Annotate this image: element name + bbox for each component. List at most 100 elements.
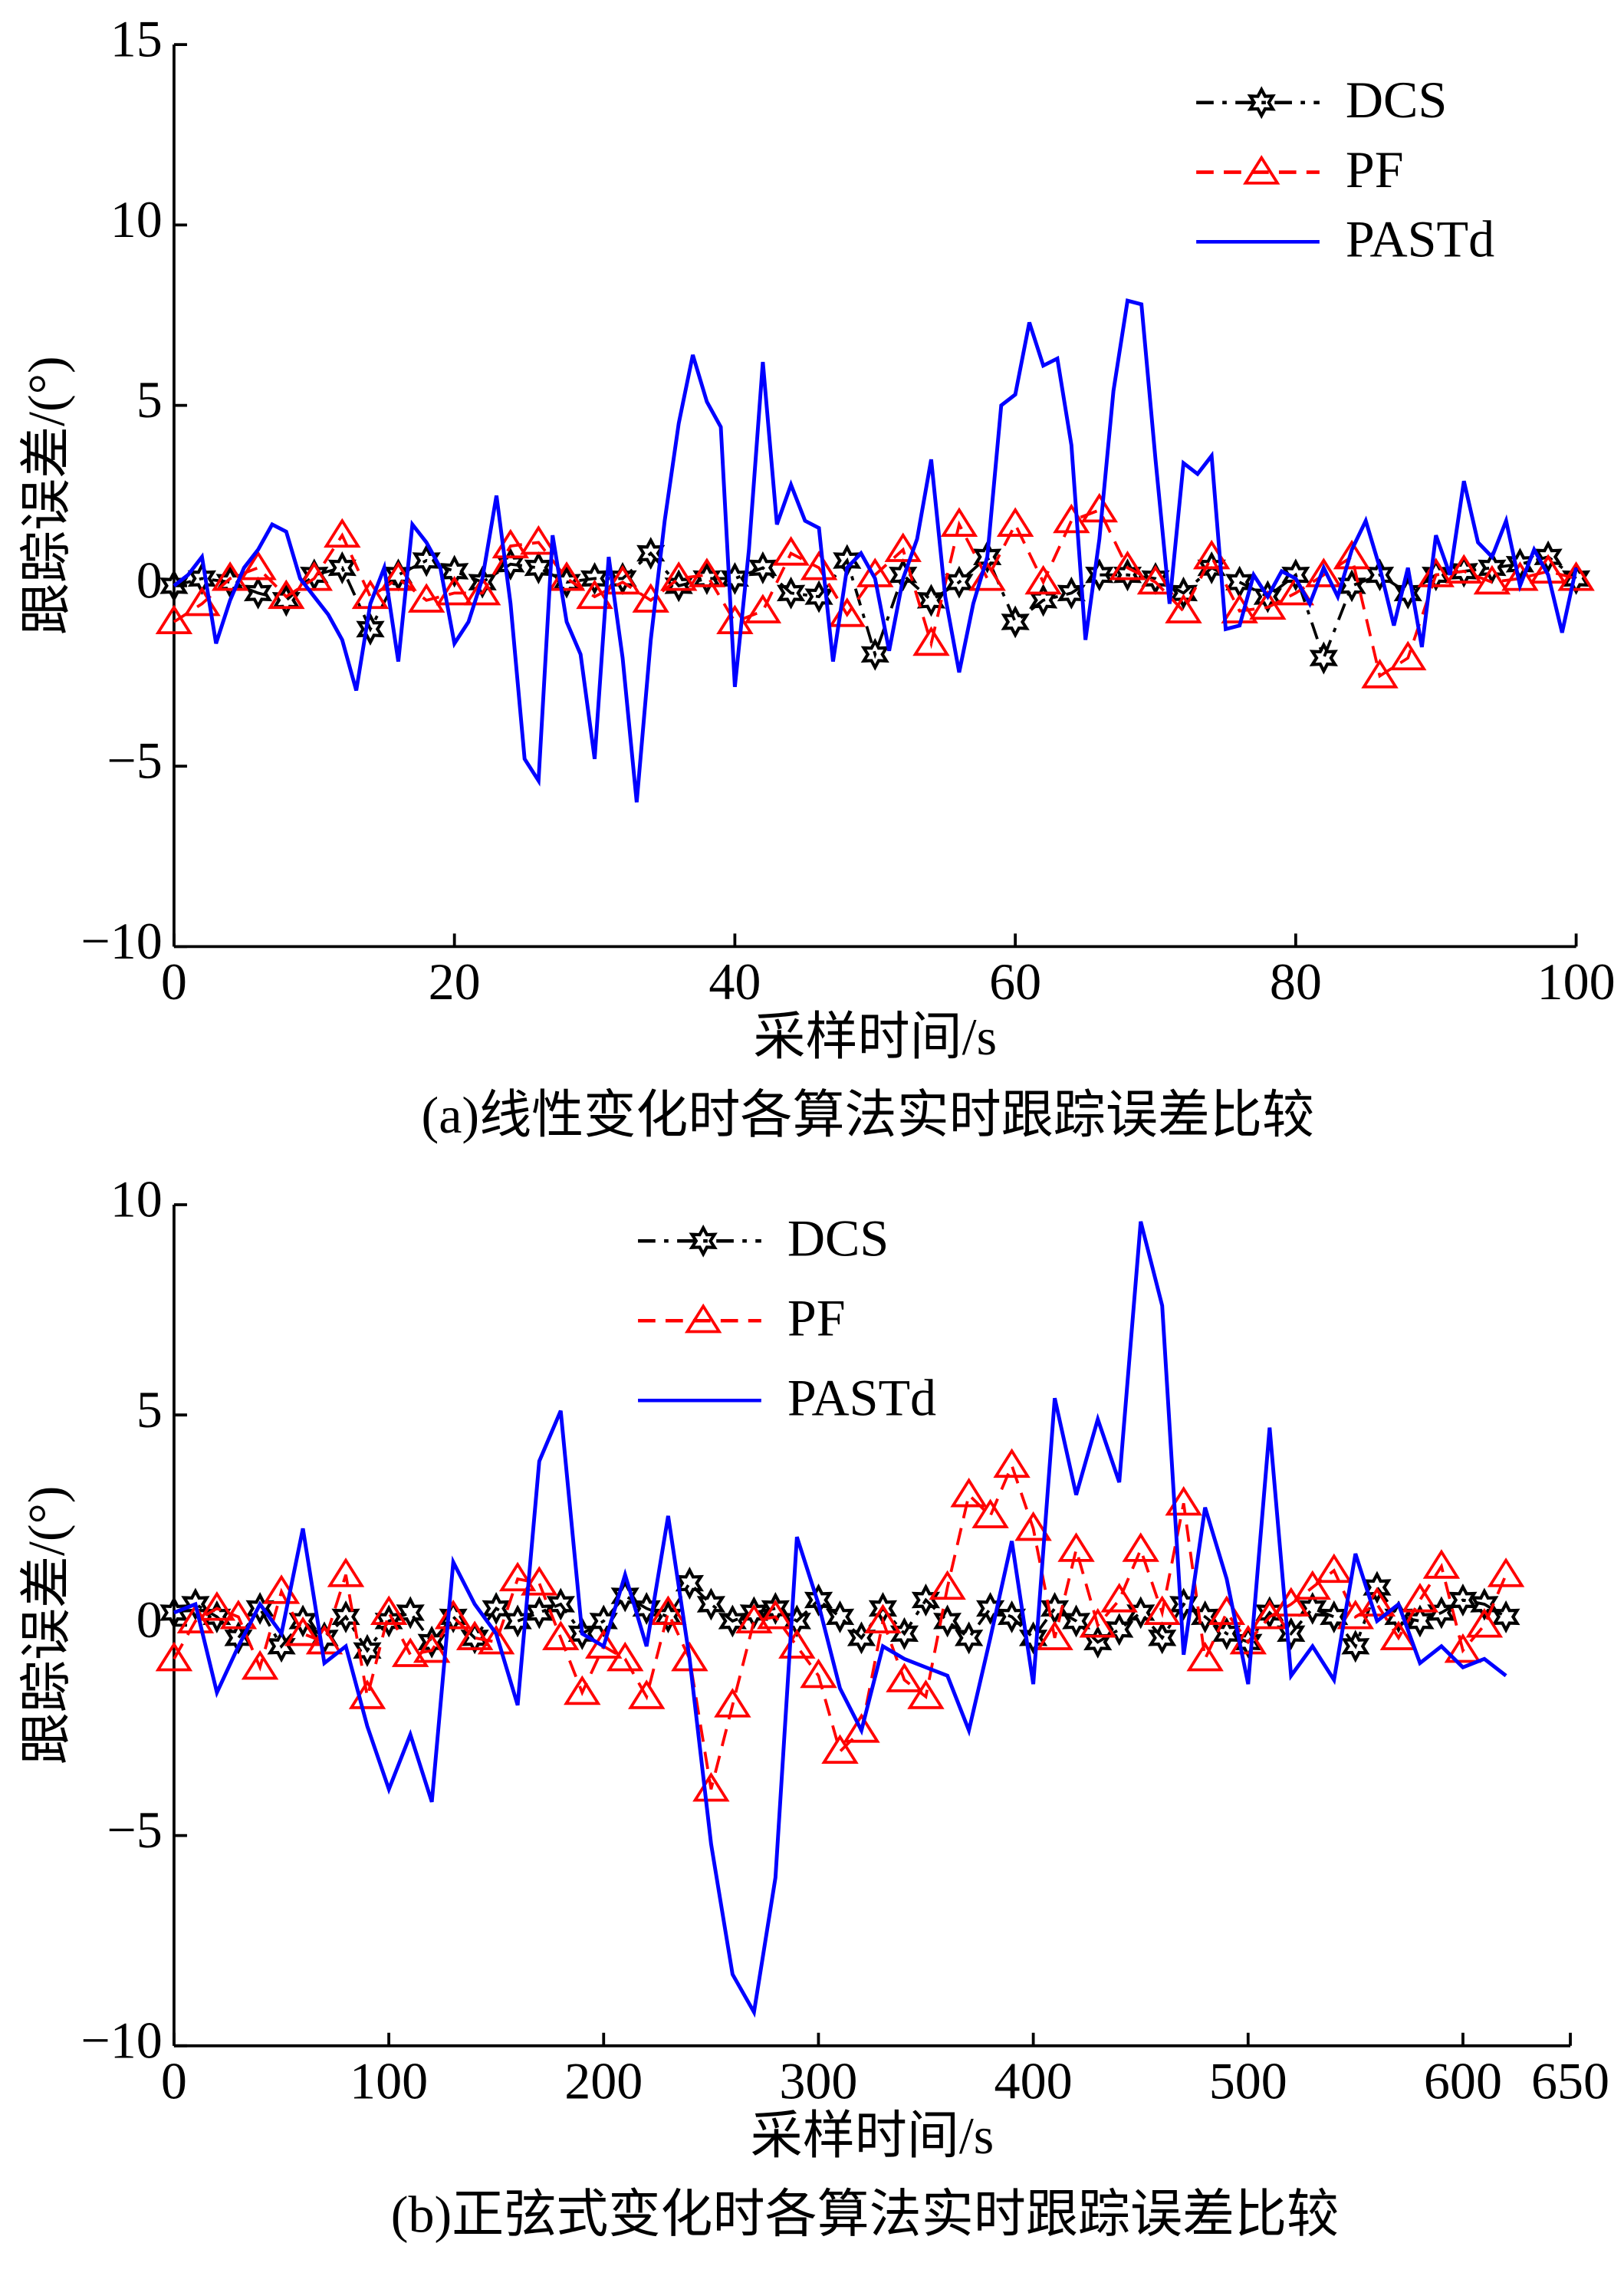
data-point — [653, 1600, 682, 1633]
data-point — [463, 575, 501, 606]
data-point — [973, 540, 1002, 574]
x-tick-label: 200 — [564, 2051, 643, 2110]
data-point — [916, 584, 946, 617]
data-point — [520, 525, 557, 555]
data-point — [1253, 580, 1283, 613]
data-point — [1053, 503, 1090, 534]
data-point — [659, 561, 698, 591]
data-point — [776, 576, 806, 610]
data-point — [804, 1583, 833, 1617]
data-point — [1309, 641, 1338, 675]
data-point — [1079, 1607, 1116, 1638]
data-point — [417, 1625, 446, 1659]
data-point — [864, 1603, 902, 1633]
data-point — [1126, 1596, 1156, 1630]
data-point — [524, 551, 553, 584]
data-point — [757, 1599, 794, 1630]
data-point — [688, 557, 726, 587]
data-point — [1445, 554, 1483, 584]
y-axis-label: 跟踪误差/(°) — [18, 356, 76, 635]
data-point — [1062, 1604, 1091, 1638]
y-tick-label: 0 — [136, 1590, 163, 1649]
series-line — [173, 298, 1578, 803]
data-point — [1562, 561, 1591, 595]
data-point — [477, 1624, 515, 1655]
data-point — [628, 1679, 666, 1709]
caption: (b)正弦式变化时各算法实时跟踪误差比较 — [391, 2185, 1339, 2243]
data-point — [632, 1591, 661, 1625]
data-point — [911, 1583, 941, 1617]
data-point — [391, 1637, 429, 1667]
data-point — [664, 569, 693, 603]
y-tick-label: 10 — [110, 1170, 163, 1228]
data-point — [267, 1630, 296, 1663]
data-point — [455, 1620, 494, 1650]
data-point — [860, 637, 889, 671]
data-point — [241, 1649, 279, 1680]
x-tick-label: 650 — [1531, 2051, 1609, 2110]
x-tick-label: 300 — [779, 2051, 857, 2110]
data-point — [1143, 1595, 1181, 1626]
data-point — [1148, 1621, 1177, 1655]
data-point — [955, 1621, 984, 1655]
x-tick-label: 60 — [989, 952, 1041, 1011]
y-tick-label: −10 — [81, 912, 162, 970]
data-point — [886, 1663, 923, 1692]
data-point — [1249, 590, 1287, 620]
data-point — [603, 564, 642, 595]
data-point — [1018, 1621, 1048, 1655]
data-point — [735, 1603, 773, 1633]
data-point — [284, 1616, 322, 1646]
data-point — [1105, 1613, 1134, 1646]
data-point — [413, 1633, 451, 1663]
data-point — [1001, 605, 1030, 639]
y-tick-label: −5 — [107, 1801, 162, 1859]
data-point — [585, 1629, 623, 1659]
data-point — [1113, 558, 1142, 592]
data-point — [1294, 1570, 1332, 1600]
data-point — [610, 1579, 639, 1613]
y-tick-label: 5 — [136, 370, 163, 429]
data-point — [1057, 1532, 1095, 1562]
x-tick-label: 0 — [161, 2051, 187, 2110]
data-point — [929, 1570, 966, 1600]
data-point — [155, 1641, 193, 1672]
x-tick-label: 0 — [161, 952, 187, 1011]
x-tick-label: 400 — [994, 2051, 1073, 2110]
data-point — [1109, 550, 1146, 581]
data-point — [542, 1620, 580, 1650]
data-point — [546, 1587, 575, 1621]
data-point — [843, 1713, 880, 1743]
data-point — [884, 532, 922, 562]
data-point — [1379, 1620, 1418, 1650]
data-point — [1305, 557, 1343, 587]
data-point — [632, 583, 669, 613]
legend-label: PASTd — [1346, 210, 1494, 268]
data-point — [1422, 1549, 1461, 1579]
y-tick-label: −5 — [107, 732, 162, 790]
legend-marker — [1243, 155, 1280, 185]
data-point — [889, 1617, 919, 1650]
data-point — [482, 1591, 511, 1625]
data-point — [800, 1658, 837, 1689]
data-point — [950, 1477, 988, 1508]
legend-label: DCS — [787, 1209, 889, 1268]
data-point — [356, 612, 385, 646]
data-point — [1487, 1557, 1525, 1587]
data-point — [1465, 1607, 1504, 1638]
data-point — [996, 507, 1034, 537]
data-point — [1100, 1583, 1138, 1613]
y-tick-label: 5 — [136, 1380, 163, 1439]
series-line — [173, 1461, 1507, 1790]
legend-label: PASTd — [787, 1369, 936, 1427]
data-point — [1361, 659, 1399, 689]
data-point — [1165, 594, 1202, 623]
data-point — [971, 1498, 1009, 1528]
data-point — [434, 1599, 472, 1630]
data-point — [1080, 492, 1119, 523]
series-line — [173, 1221, 1507, 2018]
data-point — [821, 1734, 859, 1764]
data-point — [295, 561, 334, 591]
